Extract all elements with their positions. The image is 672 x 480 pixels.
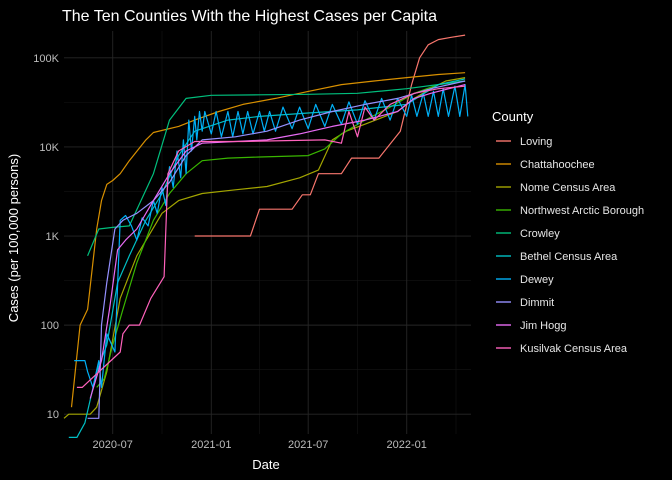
- legend-label: Chattahoochee: [520, 159, 595, 171]
- legend-label: Nome Census Area: [520, 182, 616, 194]
- y-tick-label: 1K: [46, 231, 60, 243]
- legend-label: Jim Hogg: [520, 320, 566, 332]
- y-tick-label: 10: [47, 409, 59, 421]
- legend-label: Northwest Arctic Borough: [520, 205, 644, 217]
- legend: County Loving Chattahoochee Nome Census Ar…: [492, 109, 644, 355]
- y-axis-title: Cases (per 100,000 persons): [6, 154, 21, 322]
- y-tick-label: 100: [41, 320, 59, 332]
- legend-label: Kusilvak Census Area: [520, 343, 628, 355]
- x-axis-title: Date: [252, 457, 279, 472]
- series-line-dimmit: [87, 80, 466, 419]
- y-tick-label: 100K: [33, 53, 59, 65]
- legend-label: Dimmit: [520, 297, 554, 309]
- grid: [64, 31, 471, 434]
- series-line-northwest-arctic-borough: [96, 80, 466, 388]
- series-lines: [63, 34, 469, 438]
- series-line-kusilvak-census-area: [76, 85, 466, 388]
- legend-label: Dewey: [520, 274, 554, 286]
- series-line-crowley: [87, 80, 466, 257]
- legend-title: County: [492, 109, 534, 124]
- series-line-loving: [194, 34, 466, 237]
- legend-label: Loving: [520, 136, 552, 148]
- series-line-jim-hogg: [89, 84, 466, 399]
- x-tick-label: 2021-01: [191, 439, 231, 451]
- legend-label: Crowley: [520, 228, 560, 240]
- y-tick-label: 10K: [39, 142, 59, 154]
- x-tick-label: 2020-07: [93, 439, 133, 451]
- chart-title: The Ten Counties With the Highest Cases …: [62, 8, 437, 25]
- x-tick-label: 2021-07: [288, 439, 328, 451]
- x-tick-label: 2022-01: [387, 439, 427, 451]
- series-line-chattahoochee: [70, 72, 466, 408]
- axes: 10 100 1K 10K 100K 2020-07 2021-01 2021-07 2022-…: [33, 53, 427, 451]
- legend-label: Bethel Census Area: [520, 251, 618, 263]
